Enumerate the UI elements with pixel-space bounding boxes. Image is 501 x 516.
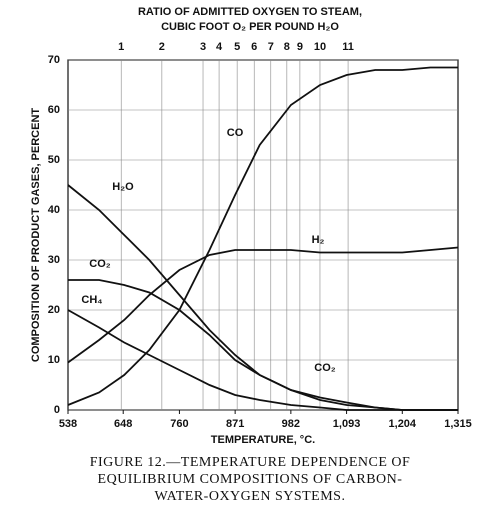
x-tick-label: 1,093	[333, 418, 361, 430]
y-tick-label: 10	[48, 354, 60, 366]
series-line	[67, 66, 458, 406]
x2-tick-label: 1	[118, 41, 124, 53]
y-tick-label: 30	[48, 254, 60, 266]
x-tick-label: 1,315	[444, 418, 472, 430]
x2-tick-label: 4	[216, 41, 223, 53]
series-line	[67, 309, 458, 411]
y-tick-label: 60	[48, 104, 60, 116]
series-line	[68, 279, 458, 411]
x-tick-label: 538	[59, 418, 77, 430]
x2-tick-label: 11	[342, 41, 354, 53]
series-line	[67, 246, 459, 364]
x2-tick-label: 10	[314, 41, 326, 53]
x2-tick-label: 3	[200, 41, 206, 53]
y-tick-label: 0	[54, 404, 60, 416]
x-axis-label: TEMPERATURE, °C.	[211, 434, 315, 446]
plot-frame	[67, 59, 459, 411]
x2-tick-label: 7	[268, 41, 274, 53]
series-label: CO₂	[314, 362, 336, 374]
caption: WATER-OXYGEN SYSTEMS.	[155, 489, 346, 504]
caption: EQUILIBRIUM COMPOSITIONS OF CARBON-	[98, 472, 403, 487]
chart-title: RATIO OF ADMITTED OXYGEN TO STEAM,	[138, 6, 362, 18]
x2-tick-label: 2	[159, 41, 165, 53]
x2-tick-label: 9	[297, 41, 303, 53]
series-label: H₂	[312, 234, 325, 246]
y-tick-label: 50	[48, 154, 60, 166]
x2-tick-label: 6	[251, 41, 257, 53]
x-tick-label: 1,204	[389, 418, 417, 430]
x-tick-label: 871	[226, 418, 244, 430]
x-tick-label: 648	[114, 418, 132, 430]
x-tick-label: 760	[170, 418, 188, 430]
series-label: CO₂	[89, 258, 111, 270]
x2-tick-label: 8	[284, 41, 290, 53]
series-label: H₂O	[112, 181, 134, 193]
x2-tick-label: 5	[234, 41, 240, 53]
y-tick-label: 40	[48, 204, 60, 216]
chart-title: CUBIC FOOT O₂ PER POUND H₂O	[161, 21, 339, 33]
x-tick-label: 982	[282, 418, 300, 430]
y-axis-label: COMPOSITION OF PRODUCT GASES, PERCENT	[30, 108, 42, 363]
caption: FIGURE 12.—TEMPERATURE DEPENDENCE OF	[90, 455, 411, 470]
y-tick-label: 70	[48, 54, 60, 66]
series-label: CO	[227, 127, 244, 139]
series-label: CH₄	[81, 294, 102, 306]
y-tick-label: 20	[48, 304, 60, 316]
